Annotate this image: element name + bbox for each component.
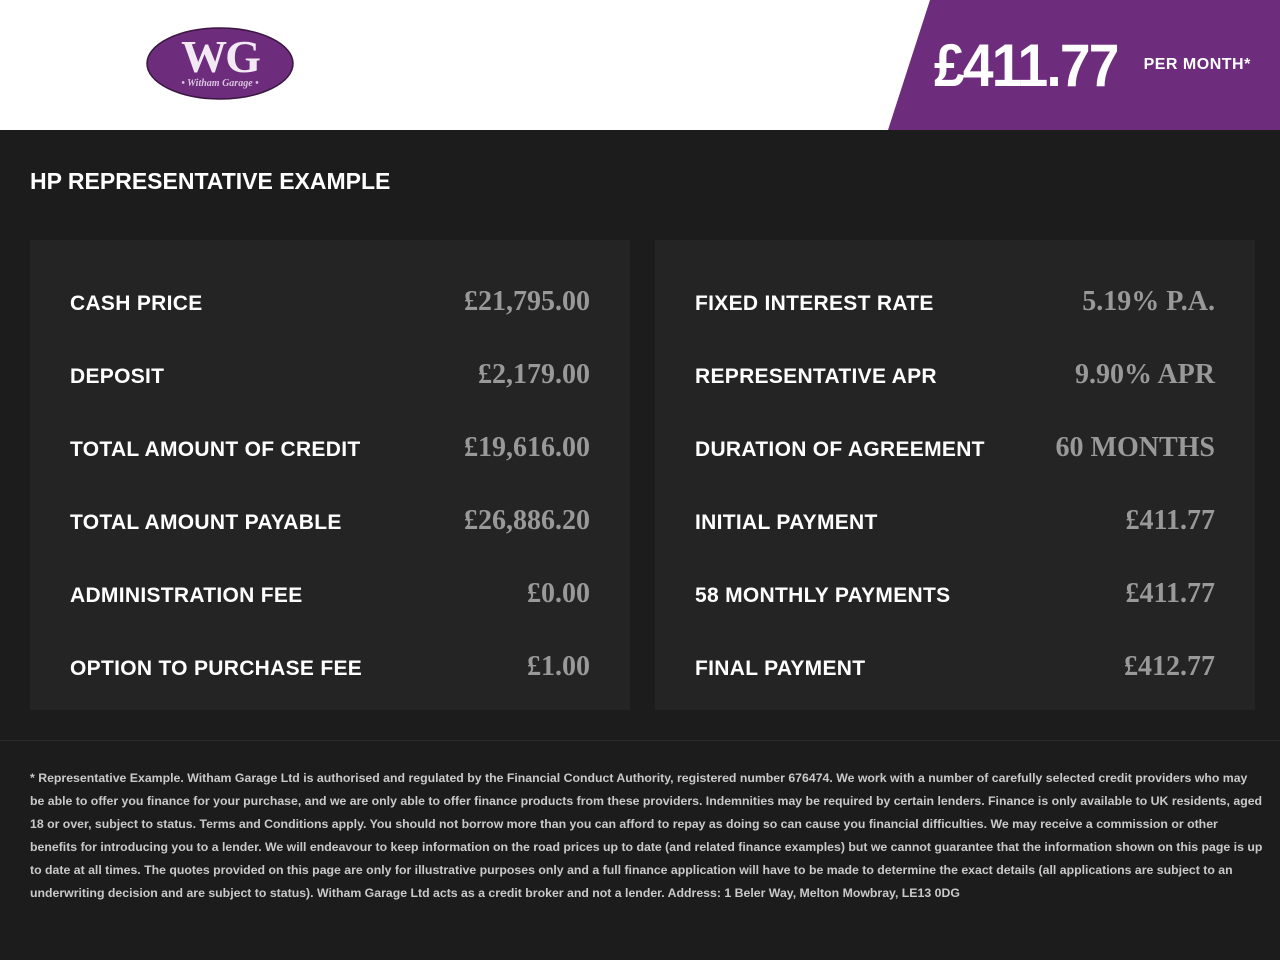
svg-text:• Witham Garage •: • Witham Garage • bbox=[181, 78, 259, 89]
svg-text:WG: WG bbox=[181, 31, 260, 82]
